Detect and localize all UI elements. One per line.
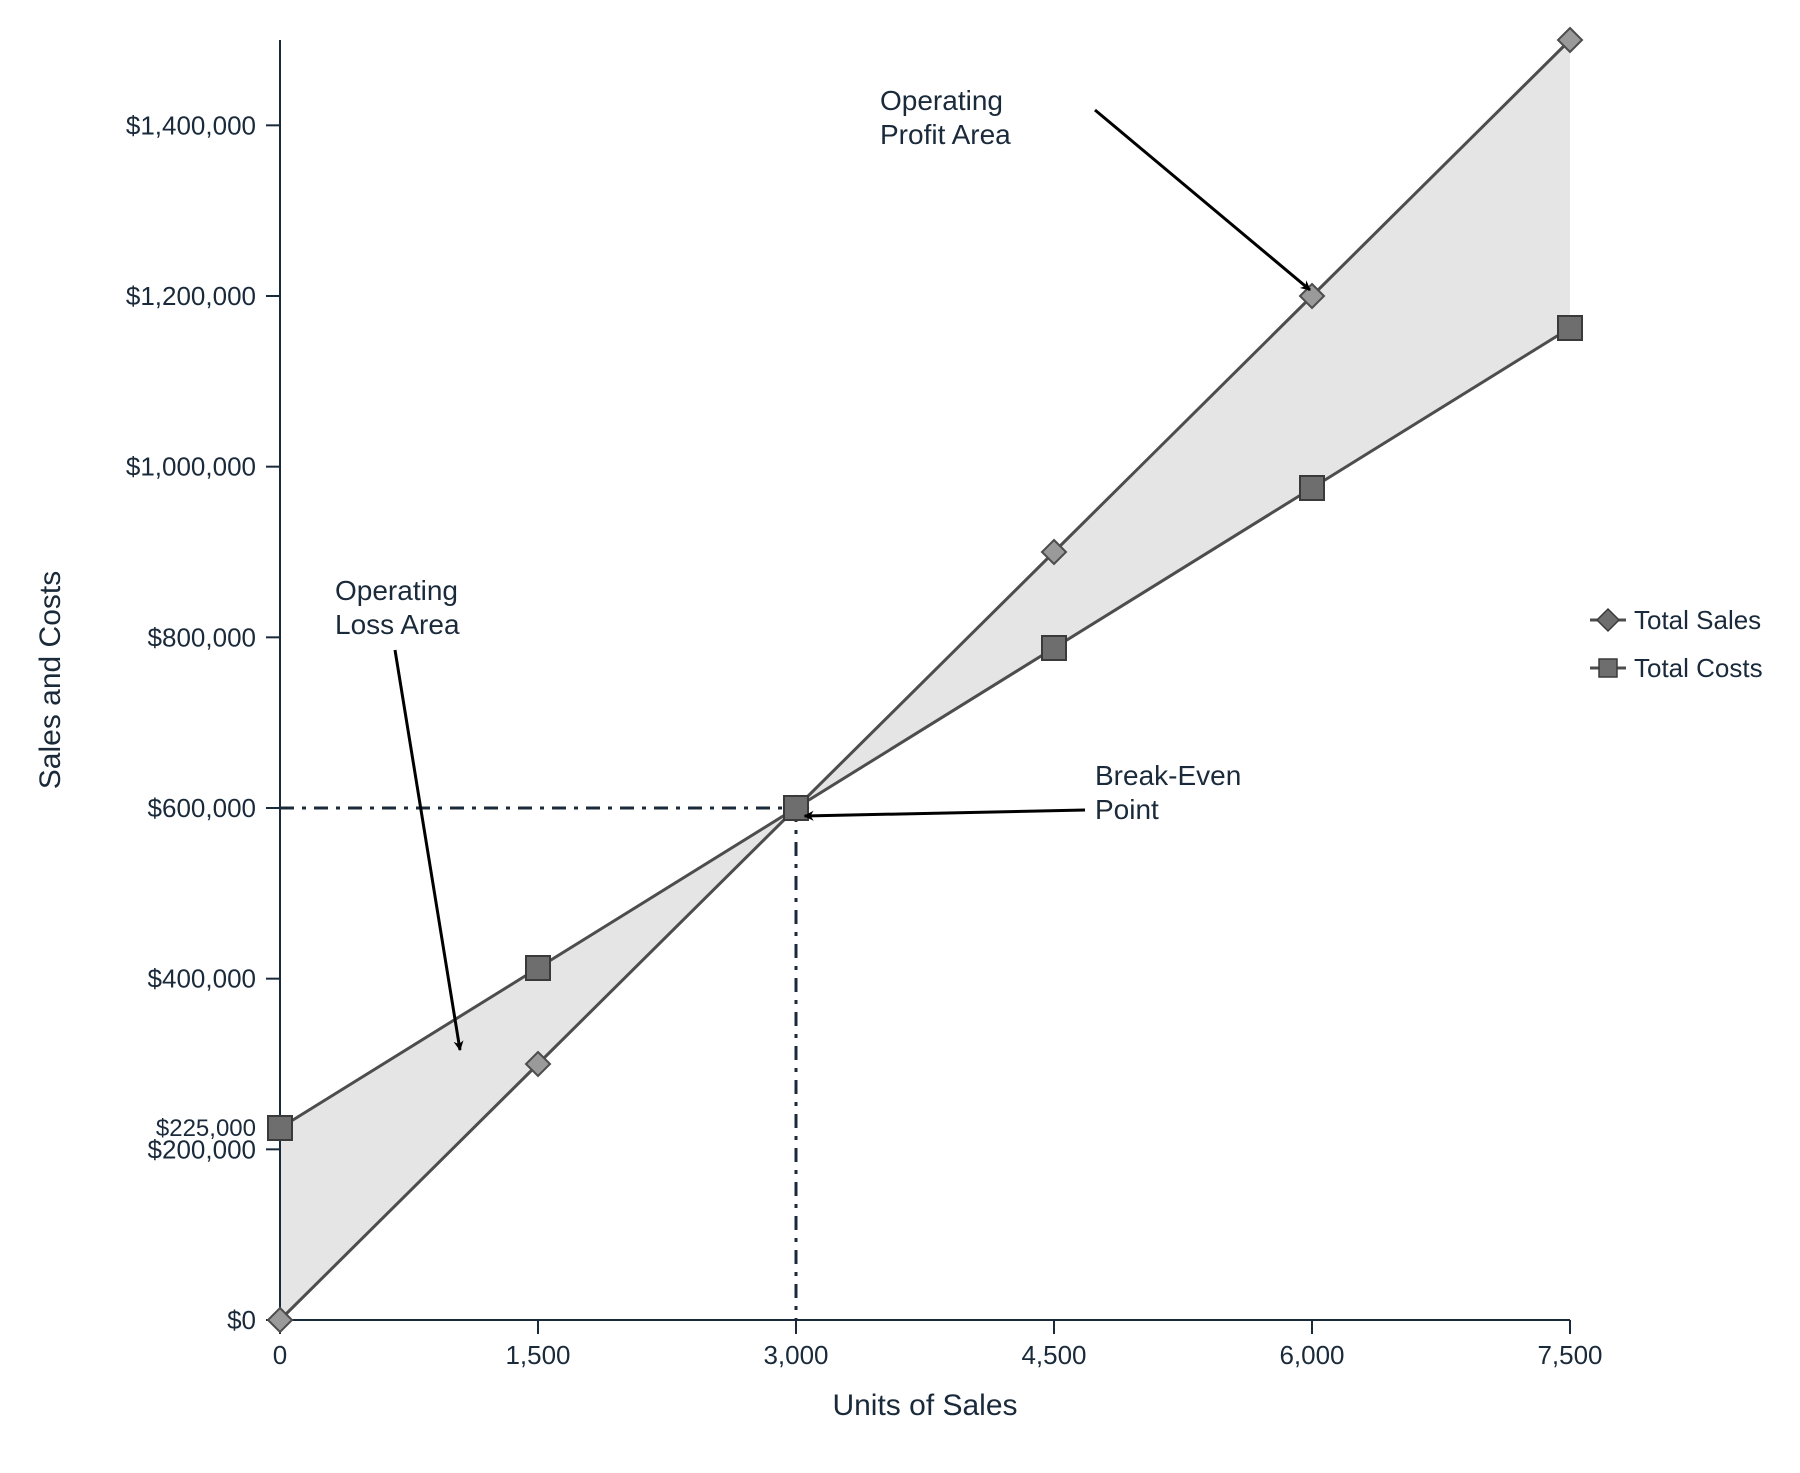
series-marker (1042, 636, 1066, 660)
y-tick-label: $1,000,000 (126, 452, 256, 482)
x-tick-label: 6,000 (1279, 1340, 1344, 1370)
x-tick-label: 7,500 (1537, 1340, 1602, 1370)
y-tick-label: $1,200,000 (126, 281, 256, 311)
y-axis-title: Sales and Costs (34, 571, 67, 789)
y-tick-label: $1,400,000 (126, 110, 256, 140)
loss-label-2: Loss Area (335, 609, 460, 640)
series-marker (526, 956, 550, 980)
legend-label: Total Costs (1634, 653, 1763, 683)
x-tick-label: 0 (273, 1340, 287, 1370)
series-marker (1558, 316, 1582, 340)
breakeven-chart: $0$200,000$400,000$600,000$800,000$1,000… (0, 0, 1800, 1473)
chart-container: { "chart": { "type": "breakeven-line", "… (0, 0, 1800, 1473)
y-tick-label: $800,000 (148, 622, 256, 652)
series-marker (784, 796, 808, 820)
y-tick-label: $600,000 (148, 793, 256, 823)
legend-label: Total Sales (1634, 605, 1761, 635)
legend-square-icon (1599, 659, 1617, 677)
y-tick-label: $400,000 (148, 964, 256, 994)
x-tick-label: 3,000 (763, 1340, 828, 1370)
y-extra-label: $225,000 (156, 1115, 256, 1142)
profit-label-1: Operating (880, 85, 1003, 116)
y-tick-label: $0 (227, 1305, 256, 1335)
series-marker (268, 1116, 292, 1140)
x-tick-label: 4,500 (1021, 1340, 1086, 1370)
breakeven-label-2: Point (1095, 794, 1159, 825)
series-marker (1300, 476, 1324, 500)
profit-label-2: Profit Area (880, 119, 1011, 150)
x-axis-title: Units of Sales (832, 1389, 1017, 1422)
breakeven-label-1: Break-Even (1095, 760, 1241, 791)
x-tick-label: 1,500 (505, 1340, 570, 1370)
loss-label-1: Operating (335, 575, 458, 606)
